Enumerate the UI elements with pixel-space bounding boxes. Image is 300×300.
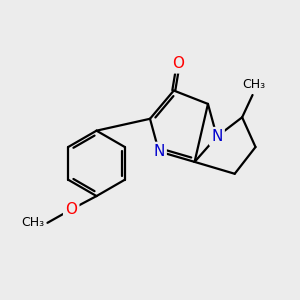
Text: N: N [211, 129, 223, 144]
Text: CH₃: CH₃ [242, 78, 266, 91]
Text: O: O [172, 56, 184, 71]
Text: N: N [153, 144, 165, 159]
Text: CH₃: CH₃ [21, 216, 44, 229]
Text: O: O [65, 202, 77, 217]
